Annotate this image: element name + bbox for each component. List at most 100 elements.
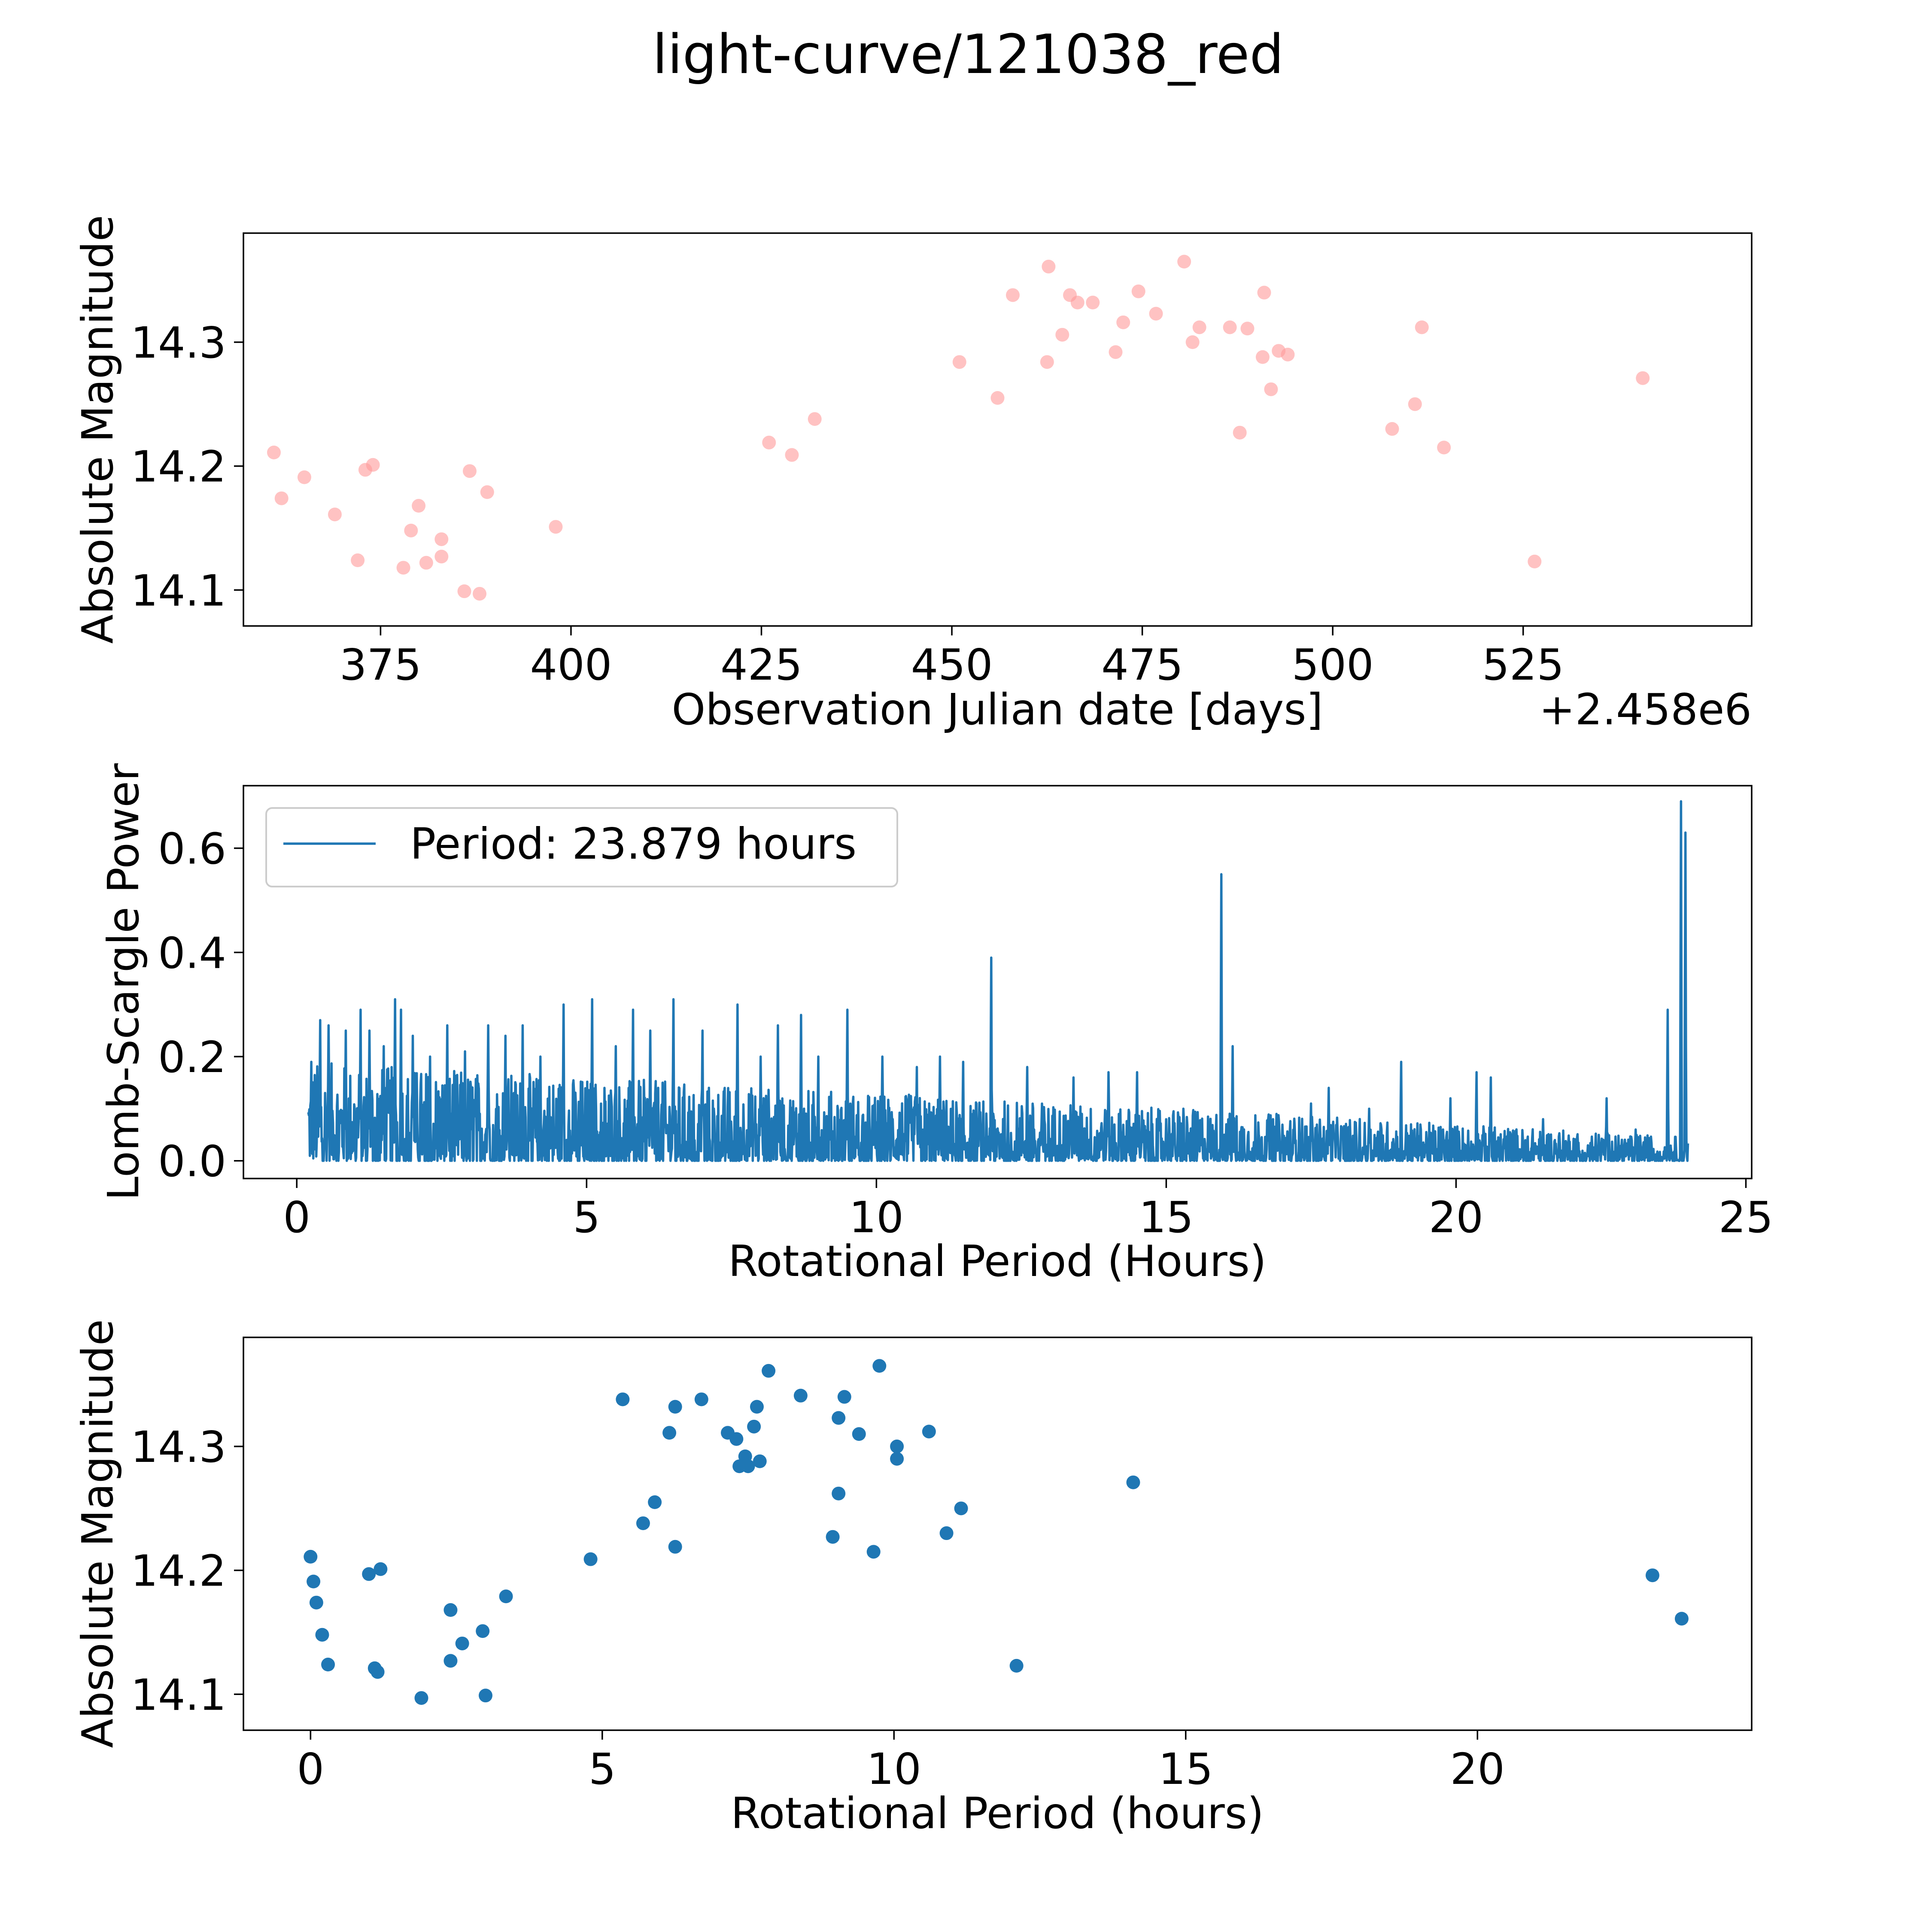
data-point (1009, 1659, 1024, 1673)
y-tick-label: 0.2 (158, 1032, 226, 1082)
data-point (808, 412, 822, 426)
light-curve-y-axis-label: Absolute Magnitude (73, 215, 123, 644)
data-point (832, 1486, 846, 1501)
data-point (455, 1636, 469, 1650)
y-tick-label: 0.4 (158, 928, 226, 978)
light-curve-axes: 375 400 425 450 475 500 525 14.1 14.2 14.3 Obser… (73, 215, 1753, 735)
x-tick-label: 375 (340, 640, 422, 690)
data-point (1385, 422, 1399, 436)
data-point (274, 491, 289, 505)
data-point (444, 1603, 458, 1617)
x-tick-label: 5 (589, 1744, 616, 1794)
data-point (404, 523, 418, 538)
data-point (1185, 335, 1200, 349)
data-point (473, 586, 487, 601)
light-curve-points (267, 255, 1650, 601)
periodogram-axes: 0 5 10 15 20 25 0.0 0.2 0.4 0.6 Rotational Perio… (98, 763, 1773, 1286)
data-point (366, 458, 380, 472)
data-point (872, 1359, 887, 1373)
folded-y-axis-label: Absolute Magnitude (73, 1319, 123, 1748)
data-point (826, 1530, 840, 1544)
x-tick-label: 5 (573, 1192, 600, 1242)
data-point (1264, 382, 1278, 396)
data-point (866, 1545, 881, 1559)
data-point (1086, 295, 1100, 310)
data-point (457, 584, 471, 598)
data-point (662, 1426, 677, 1440)
data-point (267, 445, 281, 459)
x-tick-label: 15 (1139, 1192, 1194, 1242)
data-point (747, 1419, 761, 1434)
data-point (419, 556, 433, 570)
data-point (434, 550, 449, 564)
data-point (952, 355, 966, 369)
data-point (636, 1516, 650, 1530)
data-point (499, 1589, 513, 1604)
y-tick-label: 14.1 (131, 565, 226, 616)
data-point (297, 470, 311, 484)
data-point (351, 553, 365, 568)
data-point (668, 1540, 682, 1554)
y-tick-label: 14.3 (131, 1422, 226, 1472)
y-tick-label: 14.3 (131, 318, 226, 368)
data-point (1437, 440, 1451, 455)
data-point (793, 1388, 808, 1403)
data-point (1223, 320, 1237, 334)
data-point (362, 1567, 376, 1581)
periodogram-y-axis-label: Lomb-Scargle Power (98, 763, 149, 1200)
data-point (1109, 345, 1123, 359)
data-point (1257, 286, 1271, 300)
y-tick-label: 0.6 (158, 824, 226, 874)
data-point (729, 1432, 744, 1446)
y-tick-label: 14.2 (131, 1546, 226, 1596)
data-point (837, 1390, 851, 1404)
data-point (396, 561, 410, 575)
periodogram-line (307, 800, 1689, 1162)
legend-box (265, 807, 898, 887)
data-point (648, 1495, 662, 1509)
data-point (753, 1454, 767, 1468)
data-point (954, 1501, 968, 1516)
x-tick-label: 20 (1429, 1192, 1483, 1242)
legend-label: Period: 23.879 hours (410, 819, 857, 869)
periodogram-legend: Period: 23.879 hours (265, 807, 898, 887)
data-point (304, 1549, 318, 1564)
data-point (1042, 259, 1056, 273)
folded-points (304, 1359, 1689, 1705)
data-point (476, 1624, 490, 1638)
data-point (1645, 1568, 1659, 1583)
periodogram-y-ticks: 0.0 0.2 0.4 0.6 (158, 824, 243, 1187)
x-tick-label: 20 (1450, 1744, 1505, 1794)
folded-x-axis-label: Rotational Period (hours) (731, 1788, 1264, 1838)
light-curve-y-ticks: 14.1 14.2 14.3 (131, 318, 243, 616)
periodogram-x-ticks: 0 5 10 15 20 25 (283, 1179, 1773, 1242)
data-point (1636, 371, 1650, 385)
data-point (762, 435, 776, 450)
x-tick-label: 500 (1292, 640, 1374, 690)
periodogram-x-axis-label: Rotational Period (Hours) (728, 1236, 1267, 1286)
data-point (990, 391, 1005, 405)
data-point (434, 532, 449, 546)
data-point (1408, 397, 1422, 411)
data-point (321, 1658, 335, 1672)
data-point (785, 448, 799, 462)
data-point (1116, 315, 1130, 329)
x-tick-label: 450 (911, 640, 993, 690)
light-curve-x-offset: +2.458e6 (1539, 684, 1752, 735)
folded-y-ticks: 14.1 14.2 14.3 (131, 1422, 243, 1720)
x-tick-label: 0 (297, 1744, 324, 1794)
data-point (1192, 320, 1206, 334)
data-point (939, 1526, 954, 1540)
data-point (462, 464, 477, 478)
x-tick-label: 0 (283, 1192, 310, 1242)
data-point (583, 1552, 598, 1566)
data-point (890, 1440, 904, 1454)
folded-plot-frame (243, 1337, 1753, 1731)
data-point (328, 507, 342, 522)
x-tick-label: 525 (1482, 640, 1564, 690)
y-tick-label: 14.1 (131, 1670, 226, 1720)
data-point (750, 1400, 764, 1414)
data-point (616, 1392, 630, 1406)
data-point (1131, 284, 1145, 298)
data-point (1281, 347, 1295, 361)
